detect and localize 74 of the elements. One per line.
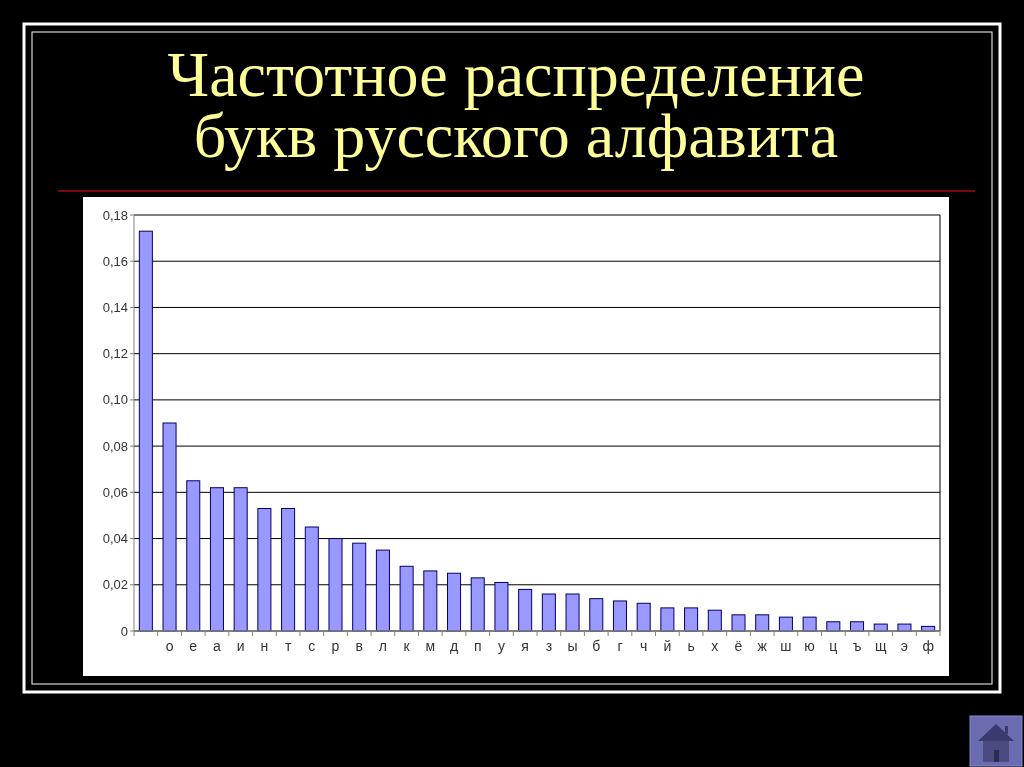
bar [186, 480, 201, 632]
bar [375, 549, 390, 632]
x-tick-label: ц [829, 638, 838, 654]
x-tick-label: и [236, 638, 245, 654]
bar [399, 565, 414, 632]
bar [778, 616, 793, 632]
y-tick-label: 0,08 [102, 438, 128, 454]
x-tick-label: р [331, 638, 340, 654]
bar [494, 581, 509, 632]
x-tick-label: я [521, 638, 529, 654]
bar [233, 487, 248, 632]
bar [281, 508, 296, 632]
bar [447, 572, 462, 632]
bar [138, 230, 153, 632]
chart-title: Частотное распределение букв русского алфавита [167, 39, 865, 171]
x-tick-label: ч [640, 638, 648, 654]
x-tick-label: к [403, 638, 411, 654]
y-tick-label: 0 [120, 623, 128, 639]
y-tick-label: 0,12 [102, 346, 128, 362]
bar [731, 614, 746, 632]
x-tick-label: й [663, 638, 672, 654]
bar [304, 526, 319, 632]
bar [541, 593, 556, 632]
bar [470, 577, 485, 632]
x-tick-label: п [473, 638, 482, 654]
bar [707, 609, 722, 632]
bar [612, 600, 627, 632]
bar [209, 487, 224, 632]
bar [257, 508, 272, 632]
bar [802, 616, 817, 632]
x-tick-label: с [308, 638, 316, 654]
x-tick-label: а [213, 638, 222, 654]
x-tick-label: н [260, 638, 269, 654]
x-tick-label: у [497, 638, 505, 654]
bar [162, 422, 177, 632]
x-tick-label: ы [567, 638, 578, 654]
x-tick-label: ж [757, 638, 768, 654]
x-tick-label: т [284, 638, 292, 654]
y-tick-label: 0,16 [102, 253, 128, 269]
y-tick-label: 0,04 [102, 531, 128, 547]
y-tick-label: 0,10 [102, 392, 128, 408]
bar [423, 570, 438, 632]
bar [352, 542, 367, 632]
bar [755, 614, 770, 632]
y-tick-label: 0,18 [102, 207, 128, 223]
x-tick-label: ъ [852, 638, 862, 654]
x-tick-label: б [592, 638, 601, 654]
x-tick-label: л [378, 638, 387, 654]
x-tick-label: ш [780, 638, 792, 654]
x-tick-label: х [711, 638, 719, 654]
bar [897, 623, 912, 632]
bar [660, 607, 675, 632]
y-tick-label: 0,06 [102, 484, 128, 500]
x-tick-label: о [165, 638, 174, 654]
bar [518, 588, 533, 632]
x-tick-label: в [355, 638, 363, 654]
x-tick-label: д [449, 638, 459, 654]
bar [565, 593, 580, 632]
x-tick-label: ь [687, 638, 695, 654]
bar [636, 602, 651, 632]
x-tick-label: э [900, 638, 909, 654]
bar [328, 538, 343, 632]
x-tick-label: г [617, 638, 623, 654]
x-tick-label: ё [734, 638, 743, 654]
bar [589, 598, 604, 632]
x-tick-label: ф [922, 638, 934, 654]
y-tick-label: 0,02 [102, 577, 128, 593]
x-tick-label: е [189, 638, 198, 654]
x-tick-label: м [425, 638, 436, 654]
y-tick-label: 0,14 [102, 299, 128, 315]
x-tick-label: щ [874, 638, 887, 654]
bar [684, 607, 699, 632]
x-tick-label: ю [804, 638, 815, 654]
x-tick-label: з [545, 638, 553, 654]
